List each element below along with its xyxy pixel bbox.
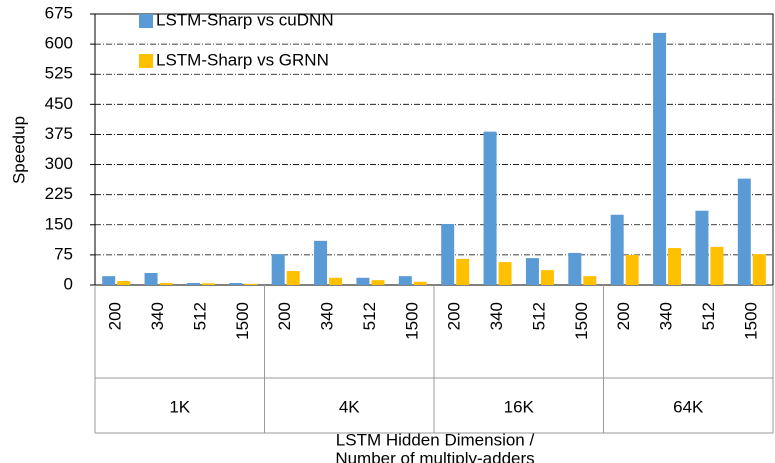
bar: [568, 252, 582, 285]
bar: [456, 258, 470, 285]
x-tick-label: 200: [275, 302, 294, 330]
group-label: 1K: [169, 397, 190, 416]
y-tick-label: 225: [45, 184, 73, 203]
bar: [752, 254, 766, 285]
x-axis-label: Number of multiply-adders: [335, 449, 534, 463]
bar: [329, 277, 343, 285]
y-tick-label: 300: [45, 154, 73, 173]
x-tick-label: 200: [445, 302, 464, 330]
x-tick-label: 512: [360, 302, 379, 330]
bar: [229, 282, 243, 285]
bar: [271, 254, 285, 285]
x-tick-label: 1500: [233, 302, 252, 340]
x-axis-label: LSTM Hidden Dimension /: [336, 430, 535, 449]
y-axis-label: Speedup: [9, 116, 28, 184]
group-label: 64K: [673, 397, 704, 416]
y-tick-label: 0: [64, 274, 73, 293]
bar: [286, 270, 300, 285]
bar: [540, 270, 554, 285]
bar: [441, 223, 455, 285]
legend-label: LSTM-Sharp vs cuDNN: [156, 10, 334, 29]
y-tick-label: 450: [45, 94, 73, 113]
x-tick-label: 340: [657, 302, 676, 330]
legend-label: LSTM-Sharp vs GRNN: [156, 50, 329, 69]
y-tick-label: 150: [45, 214, 73, 233]
bar: [710, 246, 724, 285]
bar: [314, 240, 328, 285]
x-tick-label: 512: [190, 302, 209, 330]
bar: [695, 210, 709, 285]
legend-swatch: [139, 14, 153, 28]
y-tick-label: 375: [45, 124, 73, 143]
bar: [525, 258, 539, 285]
bar: [371, 280, 385, 285]
bar: [356, 277, 370, 285]
y-tick-label: 600: [45, 34, 73, 53]
bar: [498, 262, 512, 285]
legend-swatch: [139, 54, 153, 68]
bar: [102, 276, 116, 285]
y-tick-label: 525: [45, 64, 73, 83]
bar: [737, 178, 751, 285]
bar: [625, 254, 639, 285]
bar: [117, 280, 131, 285]
x-tick-label: 1500: [402, 302, 421, 340]
x-tick-label: 1500: [741, 302, 760, 340]
x-tick-label: 200: [106, 302, 125, 330]
x-tick-label: 340: [148, 302, 167, 330]
bar: [201, 283, 215, 285]
x-tick-label: 512: [529, 302, 548, 330]
bar: [159, 282, 173, 285]
x-tick-label: 200: [614, 302, 633, 330]
bar: [244, 283, 258, 285]
x-tick-label: 1500: [572, 302, 591, 340]
bar: [483, 131, 497, 285]
group-label: 4K: [339, 397, 360, 416]
bar: [144, 272, 158, 285]
y-tick-label: 75: [54, 244, 73, 263]
bar: [398, 276, 412, 285]
bar: [653, 32, 667, 285]
bar: [610, 214, 624, 285]
bar: [186, 282, 200, 285]
y-tick-label: 675: [45, 3, 73, 22]
x-tick-label: 512: [699, 302, 718, 330]
bar: [668, 248, 682, 285]
x-tick-label: 340: [318, 302, 337, 330]
group-label: 16K: [504, 397, 535, 416]
bar: [583, 276, 597, 285]
bar: [413, 281, 427, 285]
x-tick-label: 340: [487, 302, 506, 330]
